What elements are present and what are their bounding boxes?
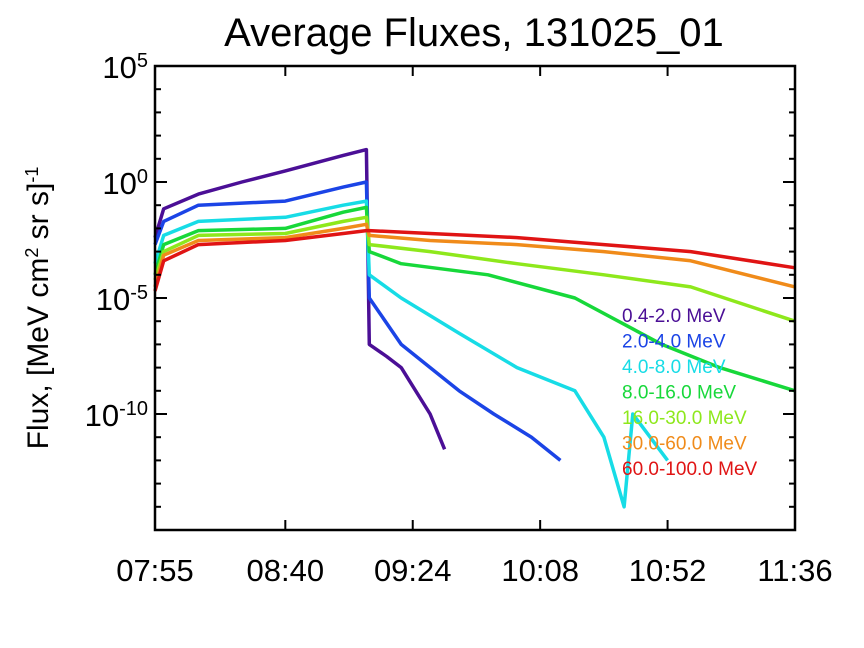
y-tick-label: 10-10 (85, 398, 148, 433)
y-axis-label-main: Flux, [MeV cm (22, 258, 55, 450)
series-line (153, 180, 562, 462)
y-tick-base: 10 (102, 166, 136, 201)
y-axis-label: Flux, [MeV cm2 sr s]-1 (22, 167, 55, 450)
y-tick-label: 100 (102, 166, 148, 201)
x-tick-label: 10:08 (501, 553, 579, 588)
y-axis-label-sup1: 2 (22, 248, 42, 258)
y-tick-exponent: 5 (137, 50, 148, 72)
axes: 07:55 08:40 09:24 10:08 10:52 11:3610510010-5… (85, 50, 833, 588)
y-tick-base: 10 (102, 50, 136, 85)
y-tick-base: 10 (85, 398, 119, 433)
y-tick-exponent: -10 (119, 398, 148, 420)
x-tick-label: 08:40 (247, 553, 325, 588)
y-tick-label: 10-5 (96, 282, 148, 317)
legend-entry: 60.0-100.0 MeV (622, 459, 758, 480)
x-tick-label: 11:36 (757, 553, 832, 588)
y-tick-exponent: -5 (130, 282, 148, 304)
legend: 0.4-2.0 MeV 2.0-4.0 MeV 4.0-8.0 MeV 8.0-16.… (622, 306, 758, 480)
series-line (153, 199, 669, 509)
x-tick-label: 10:52 (629, 553, 707, 588)
plot-area (153, 147, 796, 509)
series-line (153, 228, 796, 292)
x-tick-label: 09:24 (374, 553, 452, 588)
legend-entry: 8.0-16.0 MeV (622, 383, 736, 404)
legend-entry: 16.0-30.0 MeV (622, 408, 747, 429)
legend-entry: 30.0-60.0 MeV (622, 434, 747, 455)
chart-title: Average Fluxes, 131025_01 (224, 11, 724, 55)
y-tick-label: 105 (102, 50, 148, 85)
y-axis-label-sup2: -1 (22, 167, 42, 183)
legend-entry: 0.4-2.0 MeV (622, 306, 726, 327)
x-tick-label: 07:55 (116, 553, 194, 588)
y-tick-base: 10 (96, 282, 130, 317)
y-axis-label-mid: sr s] (22, 183, 55, 248)
series-line (153, 147, 447, 450)
y-tick-exponent: 0 (137, 166, 148, 188)
series-line (153, 205, 796, 393)
legend-entry: 2.0-4.0 MeV (622, 332, 726, 353)
legend-entry: 4.0-8.0 MeV (622, 357, 726, 378)
